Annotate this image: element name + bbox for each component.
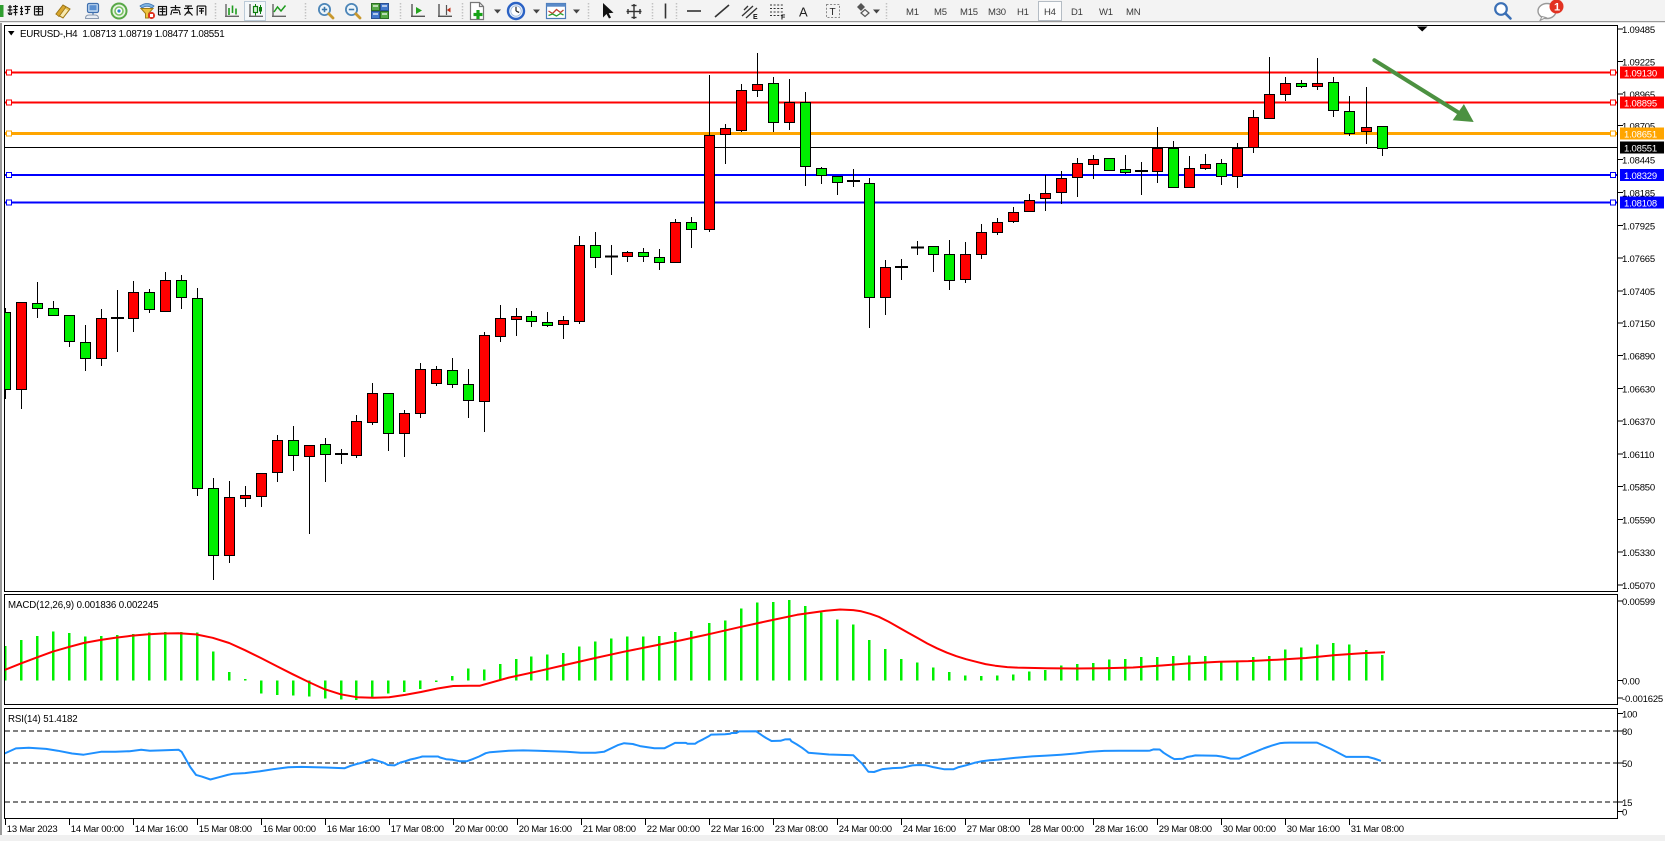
svg-text:1.08965: 1.08965: [1622, 90, 1655, 101]
svg-text:EURUSD-,H4 1.08713 1.08719 1.: EURUSD-,H4 1.08713 1.08719 1.08477 1.085…: [20, 29, 224, 40]
svg-text:1.08551: 1.08551: [1624, 144, 1657, 155]
svg-text:16 Mar 16:00: 16 Mar 16:00: [327, 824, 380, 835]
svg-text:24 Mar 16:00: 24 Mar 16:00: [903, 824, 956, 835]
svg-text:MN: MN: [1126, 7, 1141, 18]
svg-text:1.09225: 1.09225: [1622, 58, 1655, 69]
svg-text:15: 15: [1622, 798, 1632, 809]
svg-text:27 Mar 08:00: 27 Mar 08:00: [967, 824, 1020, 835]
svg-text:24 Mar 00:00: 24 Mar 00:00: [839, 824, 892, 835]
svg-text:15 Mar 08:00: 15 Mar 08:00: [199, 824, 252, 835]
svg-text:1.05590: 1.05590: [1622, 516, 1655, 527]
svg-text:T: T: [830, 7, 836, 18]
svg-text:14 Mar 00:00: 14 Mar 00:00: [71, 824, 124, 835]
svg-text:M30: M30: [988, 7, 1006, 18]
svg-text:-0.001625: -0.001625: [1622, 694, 1663, 705]
svg-text:16 Mar 00:00: 16 Mar 00:00: [263, 824, 316, 835]
svg-text:1.09130: 1.09130: [1624, 69, 1657, 80]
svg-text:0: 0: [1622, 808, 1627, 819]
svg-text:13 Mar 2023: 13 Mar 2023: [7, 824, 58, 835]
svg-text:22 Mar 00:00: 22 Mar 00:00: [647, 824, 700, 835]
svg-text:50: 50: [1622, 759, 1632, 770]
svg-text:1.05850: 1.05850: [1622, 483, 1655, 494]
svg-text:F: F: [781, 15, 786, 22]
svg-text:1: 1: [1554, 2, 1560, 14]
svg-text:1.05070: 1.05070: [1622, 581, 1655, 592]
svg-text:RSI(14) 51.4182: RSI(14) 51.4182: [8, 714, 78, 725]
svg-text:M15: M15: [960, 7, 978, 18]
svg-text:100: 100: [1622, 710, 1637, 721]
svg-text:1.08329: 1.08329: [1624, 171, 1657, 182]
svg-text:1.07150: 1.07150: [1622, 319, 1655, 330]
svg-text:0.00: 0.00: [1622, 677, 1640, 688]
svg-text:29 Mar 08:00: 29 Mar 08:00: [1159, 824, 1212, 835]
svg-text:H4: H4: [1044, 7, 1056, 18]
svg-text:W1: W1: [1099, 7, 1113, 18]
svg-text:22 Mar 16:00: 22 Mar 16:00: [711, 824, 764, 835]
svg-text:1.08445: 1.08445: [1622, 156, 1655, 167]
svg-text:17 Mar 08:00: 17 Mar 08:00: [391, 824, 444, 835]
svg-text:M5: M5: [934, 7, 947, 18]
svg-text:1.08705: 1.08705: [1622, 122, 1655, 133]
svg-text:1.07405: 1.07405: [1622, 287, 1655, 298]
svg-text:1.06370: 1.06370: [1622, 417, 1655, 428]
svg-text:28 Mar 00:00: 28 Mar 00:00: [1031, 824, 1084, 835]
svg-text:28 Mar 16:00: 28 Mar 16:00: [1095, 824, 1148, 835]
svg-text:1.08108: 1.08108: [1624, 199, 1657, 210]
svg-text:MACD(12,26,9) 0.001836 0.00224: MACD(12,26,9) 0.001836 0.002245: [8, 600, 158, 611]
svg-text:30 Mar 00:00: 30 Mar 00:00: [1223, 824, 1276, 835]
svg-text:A: A: [799, 5, 808, 20]
svg-text:1.07665: 1.07665: [1622, 254, 1655, 265]
svg-text:80: 80: [1622, 727, 1632, 738]
svg-text:1.08895: 1.08895: [1624, 99, 1657, 110]
svg-text:H1: H1: [1017, 7, 1029, 18]
svg-text:31 Mar 08:00: 31 Mar 08:00: [1351, 824, 1404, 835]
svg-text:1.07925: 1.07925: [1622, 221, 1655, 232]
svg-text:1.06630: 1.06630: [1622, 384, 1655, 395]
svg-text:1.09485: 1.09485: [1622, 25, 1655, 36]
svg-text:23 Mar 08:00: 23 Mar 08:00: [775, 824, 828, 835]
svg-text:14 Mar 16:00: 14 Mar 16:00: [135, 824, 188, 835]
svg-text:20 Mar 00:00: 20 Mar 00:00: [455, 824, 508, 835]
svg-text:21 Mar 08:00: 21 Mar 08:00: [583, 824, 636, 835]
svg-text:D1: D1: [1071, 7, 1083, 18]
svg-text:M1: M1: [906, 7, 919, 18]
svg-text:30 Mar 16:00: 30 Mar 16:00: [1287, 824, 1340, 835]
svg-text:1.08651: 1.08651: [1624, 130, 1657, 141]
svg-text:0.00599: 0.00599: [1622, 597, 1655, 608]
svg-text:1.06890: 1.06890: [1622, 352, 1655, 363]
svg-text:E: E: [753, 14, 758, 21]
svg-text:1.08185: 1.08185: [1622, 189, 1655, 200]
svg-text:20 Mar 16:00: 20 Mar 16:00: [519, 824, 572, 835]
svg-text:1.05330: 1.05330: [1622, 548, 1655, 559]
svg-text:1.06110: 1.06110: [1622, 450, 1654, 461]
